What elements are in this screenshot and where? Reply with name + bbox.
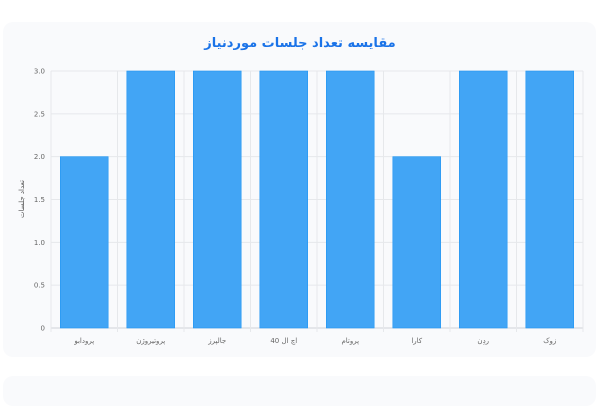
- bar[interactable]: [259, 70, 308, 329]
- bar[interactable]: [525, 70, 574, 329]
- x-tick-label: کارا: [411, 337, 422, 345]
- bar[interactable]: [459, 70, 508, 329]
- y-tick-label: 0.5: [34, 282, 45, 290]
- bar[interactable]: [392, 156, 441, 329]
- y-tick-labels: 0 0.5 1.0 1.5 2.0 2.5 3.0: [34, 68, 45, 333]
- x-tick-label: پروتام: [341, 337, 359, 345]
- y-tick-label: 2.5: [34, 110, 45, 118]
- bar[interactable]: [326, 70, 375, 329]
- x-tick-label: پرودابو: [73, 337, 94, 345]
- y-tick-label: 2.0: [34, 153, 45, 161]
- x-tick-label: اچ ال 40: [270, 337, 297, 345]
- y-axis-label: تعداد جلسات: [18, 180, 26, 218]
- x-tick-label: زوک: [543, 337, 556, 345]
- x-tick-label: پروتیروژن: [136, 337, 165, 345]
- y-tick-label: 1.5: [34, 196, 45, 204]
- bar[interactable]: [193, 70, 242, 329]
- chart-title: مقایسه تعداد جلسات موردنیاز: [204, 36, 396, 51]
- y-tick-label: 3.0: [34, 68, 45, 76]
- x-tick-label: ردِن: [477, 337, 489, 345]
- x-tick-labels: پرودابو پروتیروژن جالپرز اچ ال 40 پروتام کارا…: [73, 337, 556, 345]
- bars: [60, 70, 574, 329]
- y-tick-label: 0: [41, 325, 45, 333]
- bar[interactable]: [126, 70, 175, 329]
- bar[interactable]: [60, 156, 109, 329]
- y-tick-label: 1.0: [34, 239, 45, 247]
- x-tick-label: جالپرز: [207, 337, 226, 345]
